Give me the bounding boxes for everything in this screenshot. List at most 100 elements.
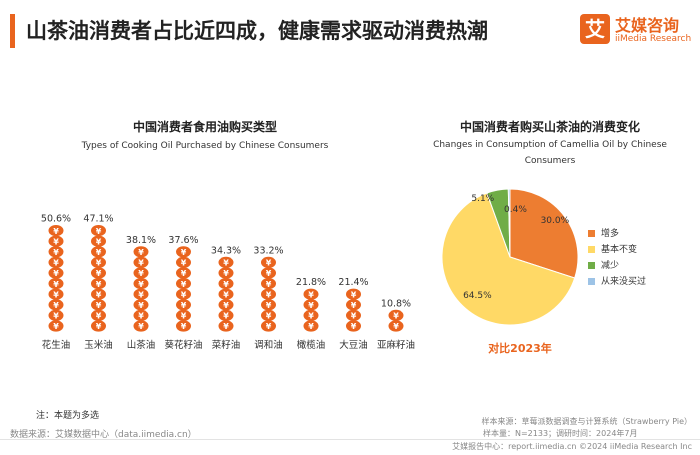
coin-symbol: ¥ <box>393 322 399 331</box>
coin-symbol: ¥ <box>223 290 229 299</box>
sample-size: 样本量：N=2133；调研时间：2024年7月 <box>483 429 638 438</box>
coin-icon <box>261 320 276 332</box>
coin-symbol: ¥ <box>138 280 144 289</box>
bar-chart-title: 中国消费者食用油购买类型 <box>132 120 277 134</box>
coin-symbol: ¥ <box>181 280 187 289</box>
bar-value-label: 21.8% <box>296 277 326 288</box>
coin-icon <box>261 288 276 300</box>
coin-icon <box>218 288 234 300</box>
coin-icon <box>261 299 276 311</box>
pie-slice-unchanged <box>441 192 576 326</box>
coin-icon <box>91 256 106 268</box>
coin-symbol: ¥ <box>223 259 229 268</box>
bar-value-label: 33.2% <box>253 245 283 256</box>
bar-category-label: 橄榄油 <box>297 339 326 351</box>
coin-symbol: ¥ <box>223 312 229 321</box>
bar-value-label: 10.8% <box>381 298 411 309</box>
coin-symbol: ¥ <box>181 248 187 257</box>
bar-category-label: 葵花籽油 <box>164 339 202 351</box>
coin-icon <box>176 299 191 311</box>
bar-chart-subtitle: Types of Cooking Oil Purchased by Chines… <box>81 141 329 151</box>
bar-category-label: 玉米油 <box>84 339 113 351</box>
coin-icon <box>388 320 404 332</box>
coin-icon <box>48 225 64 237</box>
coin-icon <box>176 320 191 332</box>
coin-symbol: ¥ <box>351 301 357 310</box>
coin-symbol: ¥ <box>223 280 229 289</box>
coin-icon <box>48 320 64 332</box>
coin-icon <box>261 309 276 321</box>
bar-5: ¥¥¥¥¥¥¥ <box>261 256 276 332</box>
legend-item-unchanged: 基本不变 <box>588 242 646 258</box>
coin-icon <box>303 309 319 321</box>
coin-icon <box>303 288 319 300</box>
bar-7: ¥¥¥¥ <box>346 288 361 332</box>
footer-divider <box>0 439 700 440</box>
coin-symbol: ¥ <box>138 259 144 268</box>
coin-symbol: ¥ <box>53 248 59 257</box>
bar-category-label: 山茶油 <box>127 339 156 351</box>
bar-value-label: 50.6% <box>41 214 71 225</box>
coin-symbol: ¥ <box>266 322 272 331</box>
bar-3: ¥¥¥¥¥¥¥¥ <box>176 246 191 332</box>
pie-comparison-note: 对比2023年 <box>488 342 552 355</box>
coin-icon <box>176 256 191 268</box>
legend-label: 增多 <box>601 229 620 239</box>
pie-slice-increase <box>509 188 579 279</box>
bar-6: ¥¥¥¥ <box>303 288 319 332</box>
coin-icon <box>346 309 361 321</box>
bar-0: ¥¥¥¥¥¥¥¥¥¥ <box>48 225 64 332</box>
page-title: 山茶油消费者占比近四成，健康需求驱动消费热潮 <box>26 19 488 43</box>
coin-icon <box>133 320 149 332</box>
bar-category-label: 菜籽油 <box>212 339 241 351</box>
brand-logo[interactable]: 艾 艾媒咨询 iiMedia Research <box>580 12 692 54</box>
coin-icon <box>218 278 234 290</box>
coin-symbol: ¥ <box>181 259 187 268</box>
coin-icon <box>176 309 191 321</box>
coin-icon <box>218 309 234 321</box>
pie-chart-subtitle: Changes in Consumption of Camellia Oil b… <box>433 140 667 166</box>
coin-icon <box>133 299 149 311</box>
legend-item-decrease: 减少 <box>588 258 646 274</box>
coin-symbol: ¥ <box>138 322 144 331</box>
coin-icon <box>91 299 106 311</box>
coin-symbol: ¥ <box>96 269 102 278</box>
coin-icon <box>261 256 276 268</box>
legend-item-never: 从来没买过 <box>588 274 646 290</box>
pie-value-label: 0.4% <box>504 205 527 215</box>
coin-symbol: ¥ <box>351 322 357 331</box>
coin-symbol: ¥ <box>181 290 187 299</box>
coin-symbol: ¥ <box>96 227 102 236</box>
legend-item-increase: 增多 <box>588 226 646 242</box>
coin-symbol: ¥ <box>223 269 229 278</box>
bar-value-label: 38.1% <box>126 235 156 246</box>
coin-icon <box>91 288 106 300</box>
coin-symbol: ¥ <box>181 312 187 321</box>
coin-symbol: ¥ <box>138 301 144 310</box>
coin-icon <box>346 288 361 300</box>
coin-symbol: ¥ <box>308 312 314 321</box>
logo-mark: 艾 <box>580 14 610 44</box>
coin-icon <box>91 309 106 321</box>
coin-icon <box>261 267 276 279</box>
coin-symbol: ¥ <box>96 290 102 299</box>
sample-source: 样本来源：草莓派数据调查与计算系统（Strawberry Pie） <box>481 417 692 426</box>
coin-symbol: ¥ <box>138 290 144 299</box>
coin-symbol: ¥ <box>53 280 59 289</box>
bar-value-label: 47.1% <box>83 214 113 225</box>
coin-symbol: ¥ <box>96 259 102 268</box>
coin-icon <box>133 267 149 279</box>
coin-symbol: ¥ <box>308 322 314 331</box>
coin-icon <box>346 299 361 311</box>
coin-symbol: ¥ <box>266 259 272 268</box>
title-accent-bar <box>10 14 15 48</box>
coin-icon <box>218 256 234 268</box>
bar-category-label: 亚麻籽油 <box>377 339 415 351</box>
pie-value-label: 30.0% <box>541 216 570 226</box>
coin-symbol: ¥ <box>351 312 357 321</box>
coin-icon <box>48 288 64 300</box>
coin-symbol: ¥ <box>138 248 144 257</box>
coin-icon <box>218 267 234 279</box>
